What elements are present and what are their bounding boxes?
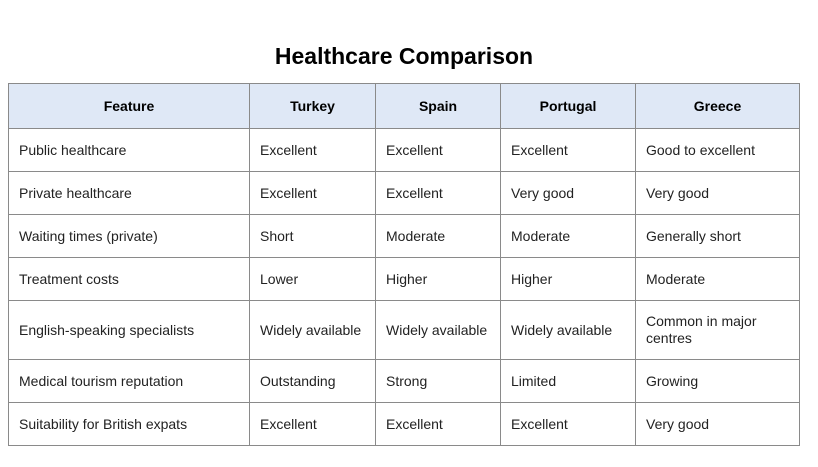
turkey-cell: Widely available [249, 300, 376, 360]
row-feature-cell: Private healthcare [8, 171, 250, 215]
table-row: Public healthcare Excellent Excellent Ex… [8, 128, 800, 172]
row-feature-cell: English-speaking specialists [8, 300, 250, 360]
row-feature-cell: Public healthcare [8, 128, 250, 172]
row-feature-cell: Treatment costs [8, 257, 250, 301]
row-feature-cell: Waiting times (private) [8, 214, 250, 258]
spain-cell: Widely available [375, 300, 501, 360]
table-row: Private healthcare Excellent Excellent V… [8, 171, 800, 215]
portugal-cell: Widely available [500, 300, 636, 360]
row-feature-cell: Suitability for British expats [8, 402, 250, 446]
column-header-portugal: Portugal [500, 83, 636, 129]
row-feature-cell: Medical tourism reputation [8, 359, 250, 403]
column-header-greece: Greece [635, 83, 800, 129]
turkey-cell: Lower [249, 257, 376, 301]
page-title: Healthcare Comparison [274, 43, 534, 69]
table-row: English-speaking specialists Widely avai… [8, 300, 800, 360]
spain-cell: Higher [375, 257, 501, 301]
turkey-cell: Short [249, 214, 376, 258]
portugal-cell: Higher [500, 257, 636, 301]
table-row: Medical tourism reputation Outstanding S… [8, 359, 800, 403]
spain-cell: Excellent [375, 171, 501, 215]
table-row: Treatment costs Lower Higher Higher Mode… [8, 257, 800, 301]
greece-cell: Very good [635, 402, 800, 446]
turkey-cell: Excellent [249, 402, 376, 446]
spain-cell: Excellent [375, 402, 501, 446]
greece-cell: Good to excellent [635, 128, 800, 172]
table-row: Suitability for British expats Excellent… [8, 402, 800, 446]
greece-cell: Generally short [635, 214, 800, 258]
portugal-cell: Excellent [500, 402, 636, 446]
column-header-turkey: Turkey [249, 83, 376, 129]
spain-cell: Moderate [375, 214, 501, 258]
greece-cell: Moderate [635, 257, 800, 301]
turkey-cell: Excellent [249, 171, 376, 215]
portugal-cell: Limited [500, 359, 636, 403]
portugal-cell: Excellent [500, 128, 636, 172]
comparison-table: Feature Turkey Spain Portugal Greece Pub… [8, 83, 800, 446]
spain-cell: Excellent [375, 128, 501, 172]
greece-cell: Very good [635, 171, 800, 215]
greece-cell: Common in major centres [635, 300, 800, 360]
turkey-cell: Outstanding [249, 359, 376, 403]
column-header-feature: Feature [8, 83, 250, 129]
table-header-row: Feature Turkey Spain Portugal Greece [8, 83, 800, 129]
column-header-spain: Spain [375, 83, 501, 129]
portugal-cell: Very good [500, 171, 636, 215]
portugal-cell: Moderate [500, 214, 636, 258]
table-row: Waiting times (private) Short Moderate M… [8, 214, 800, 258]
greece-cell: Growing [635, 359, 800, 403]
spain-cell: Strong [375, 359, 501, 403]
turkey-cell: Excellent [249, 128, 376, 172]
